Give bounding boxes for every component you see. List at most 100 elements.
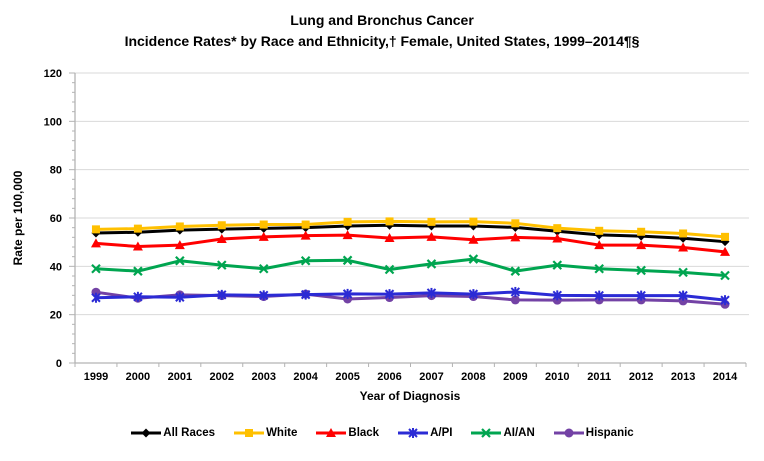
x-tick-label-2004: 2004 xyxy=(293,371,318,383)
marker-asterisk xyxy=(678,290,688,301)
x-tick-label-2009: 2009 xyxy=(503,371,527,383)
marker-square xyxy=(637,227,646,236)
x-axis-title: Year of Diagnosis xyxy=(360,389,461,403)
legend-label: AI/AN xyxy=(503,427,535,439)
legend-label: All Races xyxy=(163,427,216,439)
y-axis-ticks xyxy=(69,72,75,364)
marker-asterisk xyxy=(300,289,311,300)
marker-triangle xyxy=(594,240,605,250)
legend-item-all-races: All Races xyxy=(130,427,215,439)
legend-label: A/PI xyxy=(430,427,453,439)
marker-x xyxy=(133,266,143,276)
marker-triangle xyxy=(384,233,395,243)
marker-x xyxy=(594,263,604,274)
marker-asterisk xyxy=(720,295,730,305)
x-tick-label-2003: 2003 xyxy=(251,371,275,383)
marker-square xyxy=(553,224,562,233)
y-tick-label-40: 40 xyxy=(50,261,62,273)
marker-square xyxy=(427,217,436,226)
legend-item-white: White xyxy=(233,427,297,439)
marker-x xyxy=(258,263,269,274)
marker-asterisk xyxy=(133,292,143,302)
marker-square xyxy=(217,221,226,230)
marker-square xyxy=(175,222,184,231)
marker-square xyxy=(385,217,394,226)
legend-label: Black xyxy=(348,427,380,439)
marker-x xyxy=(468,254,479,264)
asterisk-legend-marker-icon xyxy=(398,428,429,438)
marker-triangle xyxy=(258,231,269,241)
marker-square xyxy=(301,220,310,229)
series-a-pi xyxy=(91,286,730,306)
marker-x xyxy=(636,265,646,276)
marker-asterisk xyxy=(342,289,353,299)
marker-square xyxy=(679,229,688,238)
marker-triangle xyxy=(326,428,337,437)
series-line xyxy=(95,233,726,254)
marker-triangle xyxy=(342,230,353,240)
chart-subtitle: Incidence Rates* by Race and Ethnicity,†… xyxy=(124,33,640,49)
marker-square xyxy=(469,217,478,226)
gridlines xyxy=(75,72,749,316)
series-white xyxy=(91,217,730,241)
marker-x xyxy=(481,428,492,438)
marker-asterisk xyxy=(259,290,269,301)
series-line xyxy=(95,219,726,239)
series-all-races xyxy=(91,220,730,247)
marker-triangle xyxy=(174,240,185,250)
y-tick-label-80: 80 xyxy=(50,165,62,177)
marker-triangle xyxy=(678,242,689,252)
x-tick-label-2002: 2002 xyxy=(210,371,234,383)
marker-square xyxy=(91,225,100,234)
marker-square xyxy=(511,219,520,228)
x-axis-tick-labels: 1999 2000 2001 2002 2003 2004 2005 2006 2007 2008… xyxy=(84,371,738,383)
legend-item-hispanic: Hispanic xyxy=(553,427,634,439)
data-series xyxy=(90,217,731,309)
series-line xyxy=(95,257,726,278)
marker-asterisk xyxy=(91,293,101,303)
legend-item-ai-an: AI/AN xyxy=(470,427,535,439)
marker-square xyxy=(343,217,352,226)
circle-legend-marker-icon xyxy=(553,428,584,438)
marker-asterisk xyxy=(594,290,604,301)
series-line xyxy=(95,223,726,244)
marker-x xyxy=(720,270,730,281)
chart-canvas: 0 20 40 60 80 100 120 1999 2000 2001 2002 2003 2004… xyxy=(11,68,749,403)
legend-label: Hispanic xyxy=(585,427,634,439)
marker-square xyxy=(133,224,142,233)
marker-x xyxy=(552,260,563,270)
marker-asterisk xyxy=(426,288,437,298)
marker-x xyxy=(175,255,185,266)
x-tick-label-2014: 2014 xyxy=(713,371,738,383)
marker-square xyxy=(721,232,730,241)
x-tick-label-2005: 2005 xyxy=(335,371,359,383)
x-tick-label-2011: 2011 xyxy=(587,371,611,383)
marker-x xyxy=(384,264,395,275)
x-tick-label-2008: 2008 xyxy=(461,371,485,383)
x-tick-label-2012: 2012 xyxy=(629,371,653,383)
marker-triangle xyxy=(468,234,479,244)
marker-triangle xyxy=(132,241,143,251)
chart-title-block: Lung and Bronchus Cancer Incidence Rates… xyxy=(0,10,764,52)
x-axis-ticks xyxy=(74,363,747,367)
marker-x xyxy=(300,255,311,266)
y-tick-label-20: 20 xyxy=(50,310,62,322)
marker-triangle xyxy=(90,238,101,248)
marker-asterisk xyxy=(552,290,562,301)
y-tick-label-60: 60 xyxy=(50,213,62,225)
legend-item-a-pi: A/PI xyxy=(397,427,452,439)
marker-asterisk xyxy=(636,290,646,301)
diamond-legend-marker-icon xyxy=(131,428,162,438)
series-black xyxy=(90,230,731,256)
marker-asterisk xyxy=(408,428,418,438)
marker-x xyxy=(510,266,521,276)
square-legend-marker-icon xyxy=(234,429,265,437)
legend-label: White xyxy=(266,427,298,439)
x-tick-label-2006: 2006 xyxy=(377,371,401,383)
marker-asterisk xyxy=(175,292,185,302)
y-tick-label-0: 0 xyxy=(56,358,62,370)
marker-x xyxy=(426,259,437,269)
marker-triangle xyxy=(426,231,437,241)
y-axis-tick-labels: 0 20 40 60 80 100 120 xyxy=(44,68,62,370)
